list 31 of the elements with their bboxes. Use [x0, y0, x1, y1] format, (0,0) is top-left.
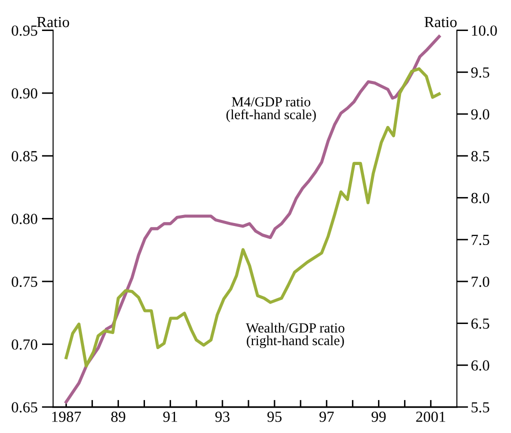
- line-series: [64, 35, 441, 404]
- y-tick-label: 0.75: [12, 276, 38, 287]
- x-tick-label: 93: [215, 412, 230, 422]
- text: Wealth/GDP ratio (right-hand scale): [246, 322, 344, 348]
- y-tick-label: 0.70: [12, 339, 38, 350]
- y2-tick-label: 6.5: [471, 318, 490, 329]
- series-label: M4/GDP ratio (left-hand scale): [226, 97, 316, 122]
- y2-tick-label: 7.0: [472, 276, 490, 287]
- y-tick-label: 0.80: [12, 214, 38, 224]
- x-tick-label: 89: [111, 412, 126, 422]
- x-tick-label: 95: [267, 412, 282, 422]
- x-tick-label: 2001: [416, 412, 446, 422]
- y2-tick-label: 5.5: [472, 402, 490, 413]
- y2-tick-label: 8.0: [471, 192, 490, 204]
- x-tick-label: 97: [319, 412, 334, 422]
- y2-tick-label: 9.0: [471, 109, 490, 120]
- y2-tick-label: 10.0: [472, 25, 497, 36]
- y2-tick-label: 9.5: [471, 67, 490, 78]
- y2-tick-label: 7.5: [472, 234, 490, 246]
- y-tick-label: 0.95: [12, 25, 38, 36]
- x-tick-label: 1987: [52, 412, 82, 422]
- y-tick-label: 0.65: [12, 402, 38, 413]
- line-series: [64, 67, 441, 368]
- x-tick-label: 99: [372, 412, 386, 422]
- y-tick-label: 0.85: [12, 151, 38, 162]
- y-axis-title: Ratio: [37, 16, 70, 28]
- x-tick-label: 91: [163, 412, 178, 422]
- y2-tick-label: 8.5: [471, 151, 490, 162]
- y-tick-label: 0.90: [12, 88, 38, 99]
- y2-tick-label: 6.0: [471, 360, 490, 371]
- y2-axis-title: Ratio: [424, 16, 457, 28]
